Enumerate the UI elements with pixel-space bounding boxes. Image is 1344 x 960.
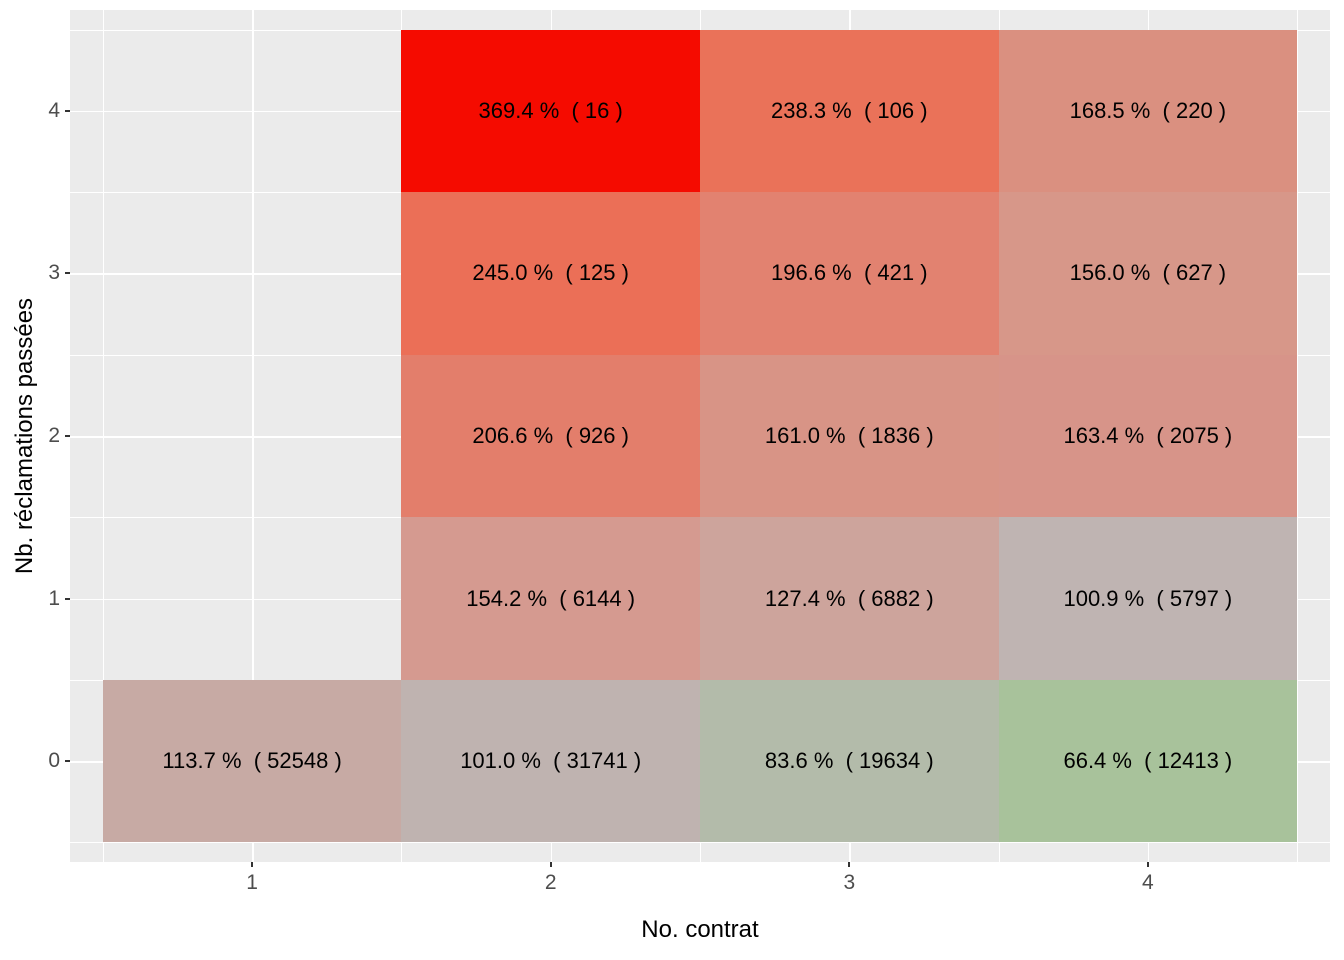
y-tick-mark (65, 109, 70, 112)
heatmap-cell: 245.0 % ( 125 ) (401, 192, 700, 355)
heatmap-cell-label: 206.6 % ( 926 ) (472, 422, 629, 448)
y-tick-label: 0 (48, 749, 60, 773)
y-tick-label: 3 (48, 261, 60, 285)
y-tick-mark (65, 760, 70, 763)
heatmap-cell-label: 83.6 % ( 19634 ) (764, 748, 934, 774)
heatmap-cell: 127.4 % ( 6882 ) (700, 517, 999, 680)
heatmap-cell: 83.6 % ( 19634 ) (700, 679, 999, 843)
heatmap-cell-label: 168.5 % ( 220 ) (1069, 97, 1227, 123)
heatmap-cell: 238.3 % ( 106 ) (700, 29, 999, 193)
heatmap-cell-label: 245.0 % ( 125 ) (472, 260, 629, 286)
y-tick-mark (65, 272, 70, 275)
x-tick-mark (848, 862, 851, 867)
heatmap-cell-label: 101.0 % ( 31741 ) (460, 748, 642, 774)
y-tick-label: 1 (48, 586, 60, 610)
heatmap-cell-label: 156.0 % ( 627 ) (1069, 260, 1227, 286)
heatmap-cell: 168.5 % ( 220 ) (998, 29, 1298, 193)
heatmap-cell-label: 369.4 % ( 16 ) (478, 97, 623, 123)
x-tick-label: 1 (246, 871, 258, 894)
heatmap-cell: 154.2 % ( 6144 ) (401, 517, 700, 680)
heatmap-cell-label: 127.4 % ( 6882 ) (764, 585, 934, 611)
heatmap-cell-label: 161.0 % ( 1836 ) (764, 422, 934, 448)
heatmap-cell: 101.0 % ( 31741 ) (401, 679, 700, 843)
heatmap-cell-label: 100.9 % ( 5797 ) (1063, 585, 1233, 611)
heatmap-cell-label: 113.7 % ( 52548 ) (162, 748, 342, 774)
x-tick-mark (251, 862, 254, 867)
y-tick-mark (65, 597, 70, 600)
h-gridline-minor (70, 842, 1330, 844)
heatmap-cell: 156.0 % ( 627 ) (998, 192, 1298, 355)
heatmap-cell: 369.4 % ( 16 ) (401, 29, 700, 193)
y-tick-label: 2 (48, 424, 60, 447)
heatmap-cell-label: 66.4 % ( 12413 ) (1063, 748, 1233, 774)
heatmap-cell: 206.6 % ( 926 ) (401, 354, 700, 518)
heatmap-cell-label: 196.6 % ( 421 ) (771, 260, 928, 286)
heatmap-cell-label: 154.2 % ( 6144 ) (466, 585, 636, 611)
heatmap-cell: 113.7 % ( 52548 ) (102, 679, 402, 843)
y-tick-label: 4 (48, 98, 60, 122)
x-tick-mark (549, 862, 552, 867)
heatmap-cell: 163.4 % ( 2075 ) (998, 354, 1298, 518)
x-tick-label: 2 (544, 871, 557, 894)
heatmap-cell: 66.4 % ( 12413 ) (998, 679, 1298, 843)
heatmap-cell: 161.0 % ( 1836 ) (700, 354, 999, 518)
x-tick-mark (1146, 862, 1149, 867)
y-tick-mark (65, 435, 70, 437)
x-tick-label: 4 (1142, 871, 1154, 894)
heatmap-cell: 100.9 % ( 5797 ) (998, 517, 1298, 680)
plot-panel: 369.4 % ( 16 ) 238.3 % ( 106 ) 168.5 % ( 2… (70, 10, 1330, 862)
heatmap-cell-label: 238.3 % ( 106 ) (771, 97, 928, 123)
x-axis-title: No. contrat (641, 916, 759, 943)
x-tick-label: 3 (843, 871, 856, 894)
heatmap-cell: 196.6 % ( 421 ) (700, 192, 999, 355)
heatmap-cell-label: 163.4 % ( 2075 ) (1063, 422, 1233, 448)
